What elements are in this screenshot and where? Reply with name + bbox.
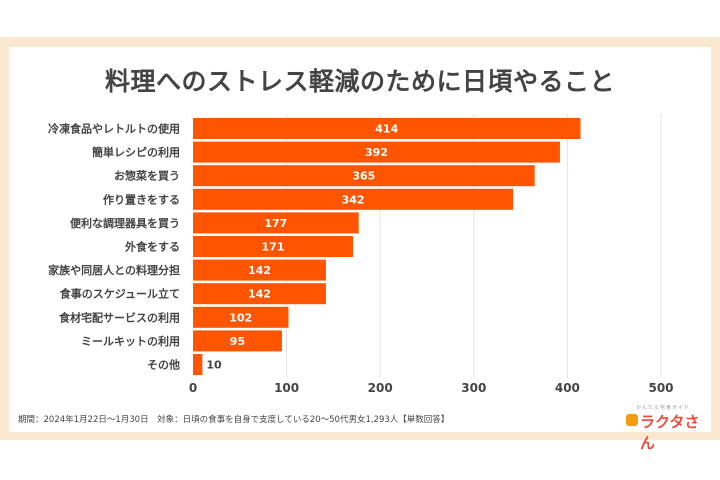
category-label: その他 bbox=[147, 358, 180, 372]
logo: かんたん宅食ガイド ラクタさん bbox=[626, 404, 706, 452]
data-label: 414 bbox=[375, 123, 398, 136]
category-label: ミールキットの利用 bbox=[81, 334, 180, 348]
x-tick-label: 100 bbox=[274, 381, 299, 395]
bar bbox=[193, 236, 354, 257]
bar bbox=[193, 306, 289, 328]
category-label: 外食をする bbox=[124, 240, 180, 254]
bar bbox=[193, 118, 581, 139]
bar bbox=[193, 283, 326, 305]
data-label: 10 bbox=[206, 359, 222, 372]
x-tick-label: 200 bbox=[368, 381, 393, 395]
category-label: 家族や同居人との料理分担 bbox=[48, 263, 180, 277]
logo-text: ラクタさん bbox=[640, 413, 700, 452]
bar bbox=[193, 165, 535, 187]
data-label: 142 bbox=[248, 288, 271, 301]
category-label: 作り置きをする bbox=[103, 192, 180, 206]
category-label: 食事のスケジュール立て bbox=[60, 287, 180, 301]
category-label: 便利な調理器具を買う bbox=[70, 216, 180, 230]
category-label: 冷凍食品やレトルトの使用 bbox=[48, 122, 180, 136]
data-label: 142 bbox=[248, 264, 271, 277]
data-label: 102 bbox=[229, 311, 252, 324]
bar bbox=[193, 330, 282, 352]
data-label: 95 bbox=[230, 335, 245, 348]
x-tick-label: 300 bbox=[461, 381, 486, 395]
bar bbox=[193, 141, 560, 163]
category-label: お惣菜を買う bbox=[114, 169, 180, 183]
data-label: 177 bbox=[264, 217, 287, 230]
x-tick-label: 400 bbox=[555, 381, 580, 395]
category-label: 簡単レシピの利用 bbox=[92, 145, 180, 159]
data-label: 365 bbox=[352, 170, 375, 183]
logo-subtitle: かんたん宅食ガイド bbox=[636, 405, 691, 411]
x-tick-label: 0 bbox=[189, 381, 197, 395]
category-label: 食材宅配サービスの利用 bbox=[59, 310, 180, 324]
bar bbox=[193, 188, 514, 210]
survey-note: 期間：2024年1月22日〜1月30日 対象：日頃の食事を自身で支度している20… bbox=[18, 415, 450, 425]
bar bbox=[193, 259, 326, 281]
chart-card bbox=[9, 47, 711, 432]
logo-icon bbox=[626, 414, 638, 426]
bar bbox=[193, 354, 203, 375]
bar bbox=[193, 212, 359, 234]
chart-title: 料理へのストレス軽減のために日頃やること bbox=[104, 67, 615, 96]
data-label: 392 bbox=[365, 146, 388, 159]
x-tick-label: 500 bbox=[648, 381, 673, 395]
data-label: 342 bbox=[342, 193, 365, 206]
data-label: 171 bbox=[262, 241, 285, 254]
